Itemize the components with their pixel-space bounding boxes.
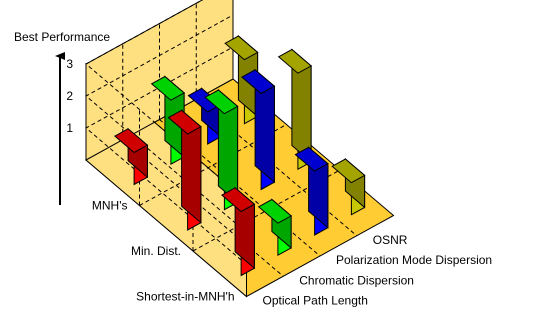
z-tick-label: 2 [66, 89, 73, 103]
bar [257, 198, 292, 257]
bar-top-face [150, 75, 185, 101]
bar [294, 146, 329, 236]
bar [241, 68, 276, 191]
bar-top-face [241, 69, 276, 95]
bar [114, 127, 149, 186]
bar-top-face [221, 187, 256, 213]
bar-top-face [114, 128, 149, 154]
floor-gridline [122, 139, 284, 277]
bar-top-face [294, 146, 329, 172]
row-label: Min. Dist. [131, 244, 181, 258]
z-axis-label: Best Performance [14, 30, 110, 44]
bar-top-face [167, 109, 202, 135]
bar [167, 109, 202, 231]
z-tick-label: 3 [66, 57, 73, 71]
bar [331, 157, 366, 216]
bar [277, 48, 312, 171]
bars-group [114, 34, 366, 277]
bar-top-face [257, 198, 292, 224]
bar [187, 87, 222, 145]
row-label: Shortest-in-MNH'h [136, 290, 234, 304]
z-tick-label: 1 [66, 121, 73, 135]
column-label: Chromatic Dispersion [299, 273, 414, 287]
bar-top-face [204, 89, 239, 115]
bar-top-face [331, 158, 366, 184]
bar-top-face [277, 48, 312, 74]
axis-labels: 1 2 3 MNH's Min. Dist. Shortest-in-MNH'h Optic… [66, 57, 492, 308]
column-label: Polarization Mode Dispersion [336, 253, 492, 267]
bar [221, 186, 256, 277]
row-label: MNH's [92, 199, 128, 213]
column-label: Optical Path Length [263, 294, 368, 308]
bar-top-face [224, 35, 259, 61]
column-label: OSNR [373, 233, 408, 247]
bar [204, 88, 239, 211]
